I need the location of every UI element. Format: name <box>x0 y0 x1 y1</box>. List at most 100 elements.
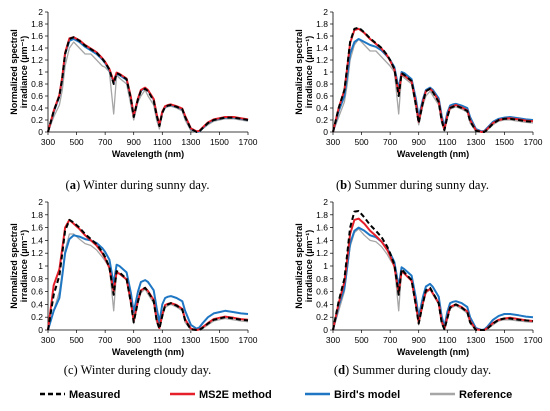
caption-d: (d) Summer during cloudy day. <box>333 363 492 377</box>
x-tick-label: 500 <box>69 335 83 345</box>
y-tick-label: 0.6 <box>31 287 43 297</box>
y-axis-title: Normalized spectralirradiance (µm⁻¹) <box>294 29 314 115</box>
caption-text: Summer during sunny day. <box>351 178 490 192</box>
panel-a: 0 0.2 0.4 0.6 0.8 1 1.2 1.4 1.6 1.8 2 300 500 700 900 1… <box>9 7 258 159</box>
caption-c: (c) Winter during cloudy day. <box>63 363 212 377</box>
y-tick-label: 1.4 <box>316 43 328 53</box>
y-tick-label: 0.4 <box>31 299 43 309</box>
x-tick-label: 700 <box>98 335 112 345</box>
y-tick-label: 1.2 <box>316 248 328 258</box>
panel-c: 0 0.2 0.4 0.6 0.8 1 1.2 1.4 1.6 1.8 2 300 500 700 900 1… <box>9 197 258 357</box>
y-tick-label: 1.8 <box>316 210 328 220</box>
x-tick-label: 1500 <box>495 137 514 147</box>
x-tick-label: 900 <box>127 137 141 147</box>
series-line-measured <box>47 36 249 133</box>
series-line-ms2e-method <box>332 217 534 331</box>
x-tick-label: 500 <box>69 137 83 147</box>
x-axis-title: Wavelength (nm) <box>397 347 469 357</box>
y-tick-label: 1.2 <box>316 55 328 65</box>
series-line-ms2e-method <box>47 36 249 133</box>
y-tick-label: 1 <box>323 67 328 77</box>
caption-text: Summer during cloudy day. <box>349 363 492 377</box>
y-axis-title: Normalized spectralirradiance (µm⁻¹) <box>294 223 314 309</box>
panel-d: 0 0.2 0.4 0.6 0.8 1 1.2 1.4 1.6 1.8 2 300 500 700 900 1… <box>294 197 543 357</box>
caption-text: Winter during cloudy day. <box>77 363 212 377</box>
x-tick-label: 1500 <box>210 335 229 345</box>
caption-text: Winter during sunny day. <box>80 178 210 192</box>
legend-label: MS2E method <box>199 389 272 401</box>
x-tick-label: 1700 <box>524 137 543 147</box>
y-tick-label: 0 <box>38 325 43 335</box>
y-axis-title: Normalized spectralirradiance (µm⁻¹) <box>9 29 29 115</box>
x-tick-label: 900 <box>127 335 141 345</box>
y-tick-label: 0.8 <box>31 79 43 89</box>
x-axis-title: Wavelength (nm) <box>397 149 469 159</box>
x-tick-label: 500 <box>354 335 368 345</box>
x-tick-label: 300 <box>326 137 340 147</box>
y-tick-label: 0 <box>323 127 328 137</box>
x-tick-label: 300 <box>41 335 55 345</box>
x-tick-label: 300 <box>326 335 340 345</box>
y-axis-title-line: irradiance (µm⁻¹) <box>19 230 29 302</box>
panel-b: 0 0.2 0.4 0.6 0.8 1 1.2 1.4 1.6 1.8 2 300 500 700 900 1… <box>294 7 543 159</box>
series-line-bird-s-model <box>47 234 249 331</box>
y-tick-label: 0.8 <box>316 274 328 284</box>
y-tick-label: 0.4 <box>316 299 328 309</box>
y-tick-label: 1 <box>323 261 328 271</box>
y-axis-title-line: irradiance (µm⁻¹) <box>304 230 314 302</box>
y-tick-label: 1.6 <box>31 223 43 233</box>
y-tick-label: 0.2 <box>316 312 328 322</box>
y-tick-label: 1.6 <box>31 31 43 41</box>
legend: Measured MS2E method Bird's model Reference <box>40 389 512 401</box>
x-tick-label: 1300 <box>466 137 485 147</box>
y-tick-label: 1 <box>38 67 43 77</box>
x-tick-label: 300 <box>41 137 55 147</box>
caption-a: (a) Winter during sunny day. <box>65 178 210 192</box>
y-tick-label: 0 <box>323 325 328 335</box>
x-tick-label: 1700 <box>524 335 543 345</box>
x-tick-label: 1300 <box>181 335 200 345</box>
x-axis-title: Wavelength (nm) <box>112 347 184 357</box>
y-tick-label: 1.8 <box>31 210 43 220</box>
x-tick-label: 1500 <box>495 335 514 345</box>
legend-label: Bird's model <box>334 389 400 401</box>
x-tick-label: 1100 <box>153 335 172 345</box>
y-tick-label: 1.8 <box>31 19 43 29</box>
y-axis-title-line: irradiance (µm⁻¹) <box>19 36 29 108</box>
y-tick-label: 1.4 <box>31 43 43 53</box>
x-tick-label: 1100 <box>438 137 457 147</box>
x-tick-label: 1300 <box>466 335 485 345</box>
y-axis-title: Normalized spectralirradiance (µm⁻¹) <box>9 223 29 309</box>
y-tick-label: 0.2 <box>31 312 43 322</box>
x-tick-label: 900 <box>412 137 426 147</box>
y-tick-label: 0.4 <box>31 103 43 113</box>
y-tick-label: 1.2 <box>31 55 43 65</box>
caption-letter: b <box>340 178 348 192</box>
caption-letter: d <box>338 363 346 377</box>
legend-label: Reference <box>459 389 512 401</box>
y-tick-label: 0.4 <box>316 103 328 113</box>
y-tick-label: 0.6 <box>316 91 328 101</box>
x-tick-label: 1100 <box>438 335 457 345</box>
series-line-bird-s-model <box>332 38 534 133</box>
y-tick-label: 1 <box>38 261 43 271</box>
y-tick-label: 0.6 <box>316 287 328 297</box>
series-line-measured <box>332 26 534 133</box>
y-tick-label: 2 <box>323 7 328 17</box>
x-tick-label: 1100 <box>153 137 172 147</box>
x-tick-label: 500 <box>354 137 368 147</box>
y-tick-label: 1.4 <box>31 235 43 245</box>
x-tick-label: 1500 <box>210 137 229 147</box>
legend-label: Measured <box>69 389 120 401</box>
x-tick-label: 1700 <box>239 137 258 147</box>
caption-letter: c <box>67 363 74 377</box>
x-tick-label: 900 <box>412 335 426 345</box>
series-line-measured <box>332 210 534 331</box>
y-axis-title-line: Normalized spectral <box>294 29 304 115</box>
series-line-measured <box>47 218 249 331</box>
y-tick-label: 0.8 <box>316 79 328 89</box>
y-axis-title-line: Normalized spectral <box>9 29 19 115</box>
y-tick-label: 0.2 <box>316 115 328 125</box>
